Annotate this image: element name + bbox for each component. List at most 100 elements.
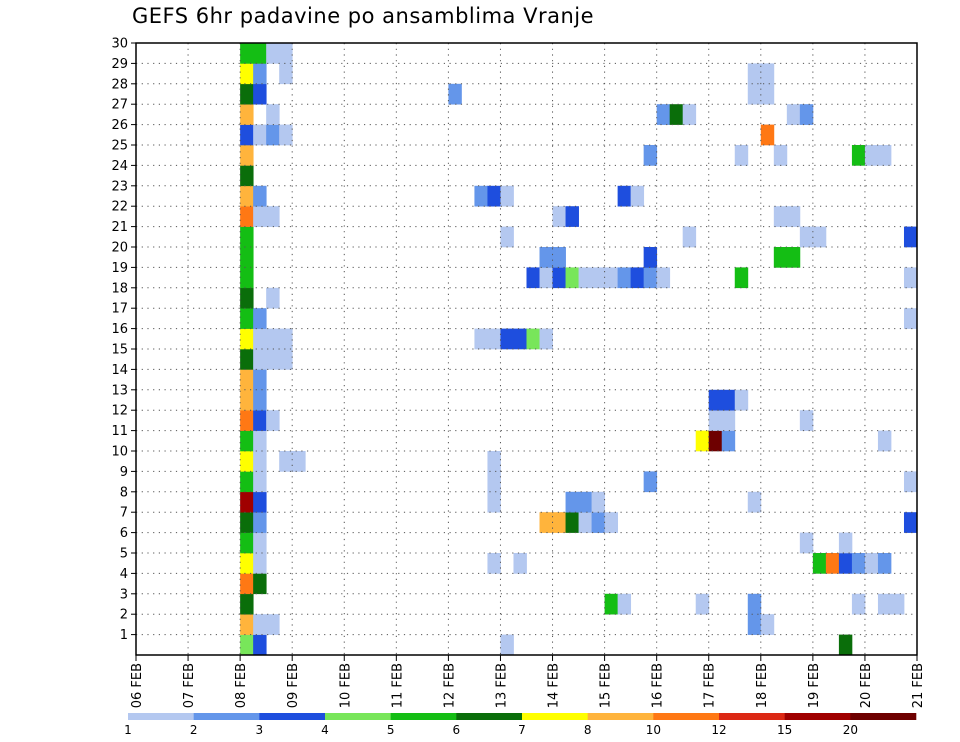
y-tick-label: 20 [111, 241, 128, 256]
y-tick-label: 21 [111, 220, 128, 235]
heatmap-cell [799, 104, 814, 125]
heatmap-cell [266, 124, 280, 146]
heatmap-cell [591, 267, 605, 289]
heatmap-cell [903, 267, 918, 289]
y-tick-label: 15 [111, 343, 128, 358]
x-tick-label: 16 FEB [651, 663, 666, 708]
heatmap-cell [721, 410, 736, 431]
heatmap-cell [487, 471, 501, 493]
heatmap-cell [253, 63, 267, 85]
heatmap-cell [253, 491, 267, 513]
y-tick-label: 9 [120, 465, 128, 480]
heatmap-cell [253, 43, 267, 64]
heatmap-cell [240, 206, 254, 227]
heatmap-cell [240, 165, 254, 187]
y-tick-label: 8 [120, 485, 128, 500]
x-tick-label: 10 FEB [338, 663, 353, 708]
heatmap-cell [500, 634, 514, 656]
legend-label: 8 [584, 723, 592, 737]
legend-label: 20 [843, 723, 858, 737]
heatmap-cell [747, 83, 762, 105]
x-tick-label: 20 FEB [859, 663, 874, 708]
heatmap-cell [747, 614, 762, 635]
heatmap-cell [851, 553, 866, 574]
heatmap-cell [708, 389, 723, 411]
heatmap-cell [838, 634, 853, 656]
legend-swatch [390, 713, 457, 720]
heatmap-cell [799, 532, 814, 554]
heatmap-cell [500, 226, 514, 248]
legend-swatch [784, 713, 851, 720]
heatmap-cell [240, 614, 254, 635]
heatmap-cell [279, 349, 293, 370]
heatmap-cell [474, 185, 488, 207]
legend-swatch [456, 713, 523, 720]
heatmap-cell [903, 226, 918, 248]
heatmap-cell [240, 471, 254, 493]
heatmap-cell [253, 573, 267, 595]
x-tick-label: 13 FEB [494, 663, 509, 708]
heatmap-cell [448, 83, 462, 105]
heatmap-cell [266, 206, 280, 227]
heatmap-cell [903, 512, 918, 533]
heatmap-cell [578, 491, 592, 513]
heatmap-cell [708, 410, 723, 431]
heatmap-cell [240, 410, 254, 431]
y-tick-label: 3 [120, 587, 128, 602]
heatmap-cell [253, 471, 267, 493]
heatmap-cell [240, 124, 254, 146]
heatmap-cell [240, 512, 254, 533]
x-tick-label: 09 FEB [286, 663, 301, 708]
legend-swatch [587, 713, 654, 720]
heatmap-cell [253, 634, 267, 656]
heatmap-cell [825, 553, 840, 574]
heatmap-cell [279, 43, 293, 64]
heatmap-cell [786, 206, 801, 227]
heatmap-cell [669, 104, 684, 125]
heatmap-cell [240, 328, 254, 350]
heatmap-cell [253, 308, 267, 329]
heatmap-cell [539, 328, 553, 350]
heatmap-cell [786, 247, 801, 268]
heatmap-cell [240, 63, 254, 85]
heatmap-cell [695, 430, 710, 452]
heatmap-cell [253, 532, 267, 554]
heatmap-cell [253, 389, 267, 411]
grid-layer [136, 43, 917, 655]
legend-label: 2 [190, 723, 198, 737]
legend-swatch [193, 713, 260, 720]
y-tick-label: 2 [120, 608, 128, 623]
heatmap-cell [240, 145, 254, 166]
heatmap-cell [240, 247, 254, 268]
heatmap-cell [604, 267, 619, 289]
heatmap-cell [552, 247, 566, 268]
legend-label: 7 [518, 723, 526, 737]
heatmap-cell [682, 104, 697, 125]
heatmap-cell [552, 267, 566, 289]
heatmap-cell [903, 471, 918, 493]
heatmap-cell [721, 389, 736, 411]
heatmap-cell [253, 451, 267, 472]
heatmap-cell [240, 43, 254, 64]
y-axis: 1234567891011121314151617181920212223242… [111, 37, 136, 643]
legend-label: 12 [711, 723, 726, 737]
heatmap-cell [253, 185, 267, 207]
heatmap-cell [487, 328, 501, 350]
heatmap-cell [279, 328, 293, 350]
heatmap-cell [643, 145, 658, 166]
x-tick-label: 08 FEB [234, 663, 249, 708]
x-tick-label: 19 FEB [807, 663, 822, 708]
y-tick-label: 19 [111, 261, 128, 276]
heatmap-cell [604, 593, 619, 615]
legend-label: 15 [777, 723, 792, 737]
heatmap-cell [253, 124, 267, 146]
heatmap-cell [617, 593, 632, 615]
legend-swatch [850, 713, 917, 720]
y-tick-label: 23 [111, 179, 128, 194]
y-tick-label: 30 [111, 37, 128, 52]
heatmap-cell [253, 349, 267, 370]
heatmap-cell [682, 226, 697, 248]
y-tick-label: 7 [120, 506, 128, 521]
legend-label: 10 [646, 723, 661, 737]
y-tick-label: 24 [111, 159, 128, 174]
